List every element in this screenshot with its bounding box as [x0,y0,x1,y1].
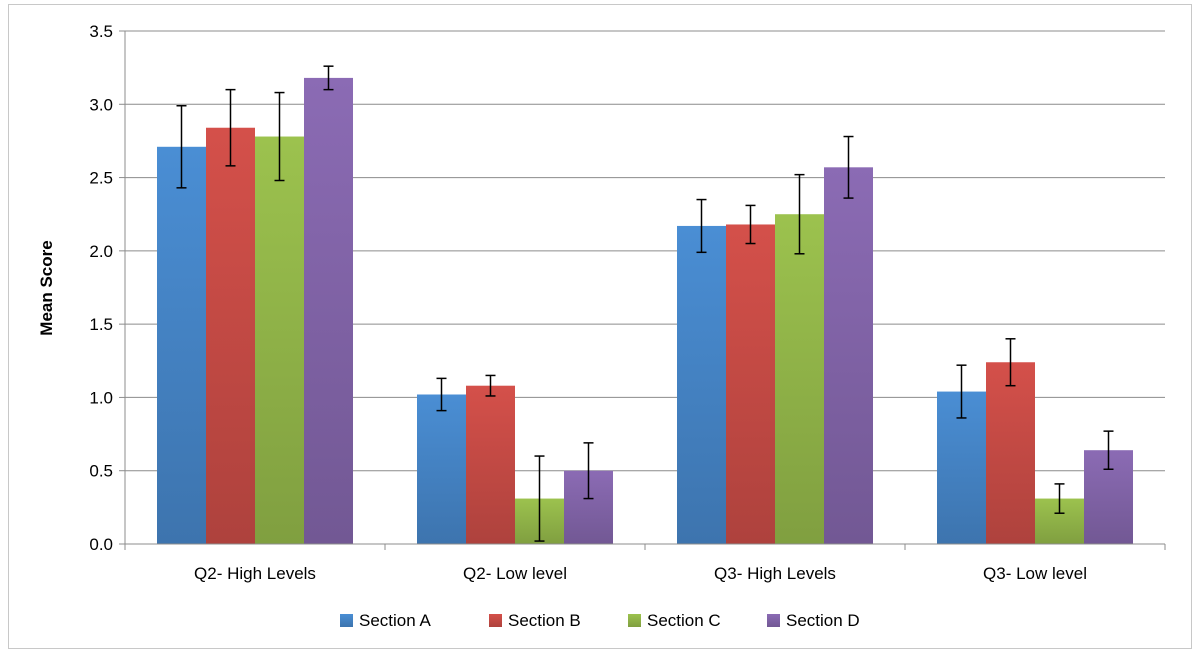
error-bar [1054,483,1065,514]
bar-section-c [775,214,824,544]
bar-section-b [726,224,775,544]
error-bar [436,377,447,412]
bar-section-b [986,362,1035,544]
legend: Section A Section B Section C Section D [340,611,860,630]
error-bar [1103,430,1114,470]
y-tick-label: 3.5 [89,22,113,41]
y-tick-label: 0.5 [89,462,113,481]
legend-label: Section B [508,611,581,630]
bars [157,77,1133,544]
legend-label: Section C [647,611,721,630]
x-category-label: Q3- High Levels [714,564,836,583]
x-category-label: Q2- Low level [463,564,567,583]
error-bar [843,135,854,199]
bar-section-d [304,77,353,544]
y-tick-label: 0.0 [89,535,113,554]
bar-section-b [466,385,515,544]
y-tick-label: 2.5 [89,169,113,188]
error-bar [745,204,756,245]
error-bar [794,173,805,255]
error-bars [176,65,1114,542]
legend-swatch [340,614,353,627]
legend-item-section-b: Section B [489,611,581,630]
legend-label: Section D [786,611,860,630]
x-category-label: Q3- Low level [983,564,1087,583]
legend-item-section-a: Section A [340,611,431,630]
bar-section-a [417,394,466,544]
error-bar [696,198,707,254]
y-tick-label: 2.0 [89,242,113,261]
bar-section-b [206,127,255,544]
bar-section-d [824,167,873,544]
legend-swatch [628,614,641,627]
bar-section-a [677,225,726,544]
legend-swatch [489,614,502,627]
bar-section-a [157,146,206,544]
bar-section-c [255,136,304,544]
y-tick-label: 1.5 [89,315,113,334]
legend-label: Section A [359,611,431,630]
error-bar [323,65,334,91]
error-bar [274,91,285,182]
x-category-label: Q2- High Levels [194,564,316,583]
error-bar [583,442,594,500]
error-bar [485,374,496,397]
legend-swatch [767,614,780,627]
legend-item-section-d: Section D [767,611,860,630]
error-bar [956,364,967,419]
error-bar [176,105,187,189]
legend-item-section-c: Section C [628,611,721,630]
y-tick-label: 3.0 [89,95,113,114]
error-bar [534,455,545,542]
y-axis-title: Mean Score [37,240,56,335]
axes: 0.0 0.5 1.0 1.5 2.0 2.5 3.0 3.5 Q2- High Levels Q… [89,22,1166,583]
error-bar [225,88,236,167]
error-bar [1005,338,1016,387]
y-tick-label: 1.0 [89,388,113,407]
